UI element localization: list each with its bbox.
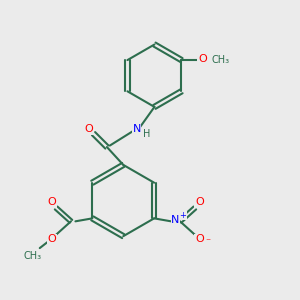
Text: O: O xyxy=(85,124,93,134)
Text: O: O xyxy=(198,54,207,64)
Text: O: O xyxy=(47,234,56,244)
Text: O: O xyxy=(47,197,56,207)
Text: ⁻: ⁻ xyxy=(206,237,211,247)
Text: H: H xyxy=(143,129,151,139)
Text: N: N xyxy=(171,215,180,225)
Text: O: O xyxy=(195,234,204,244)
Text: CH₃: CH₃ xyxy=(23,250,41,260)
Text: CH₃: CH₃ xyxy=(211,55,229,65)
Text: N: N xyxy=(132,124,141,134)
Text: +: + xyxy=(179,211,186,220)
Text: O: O xyxy=(195,197,204,207)
